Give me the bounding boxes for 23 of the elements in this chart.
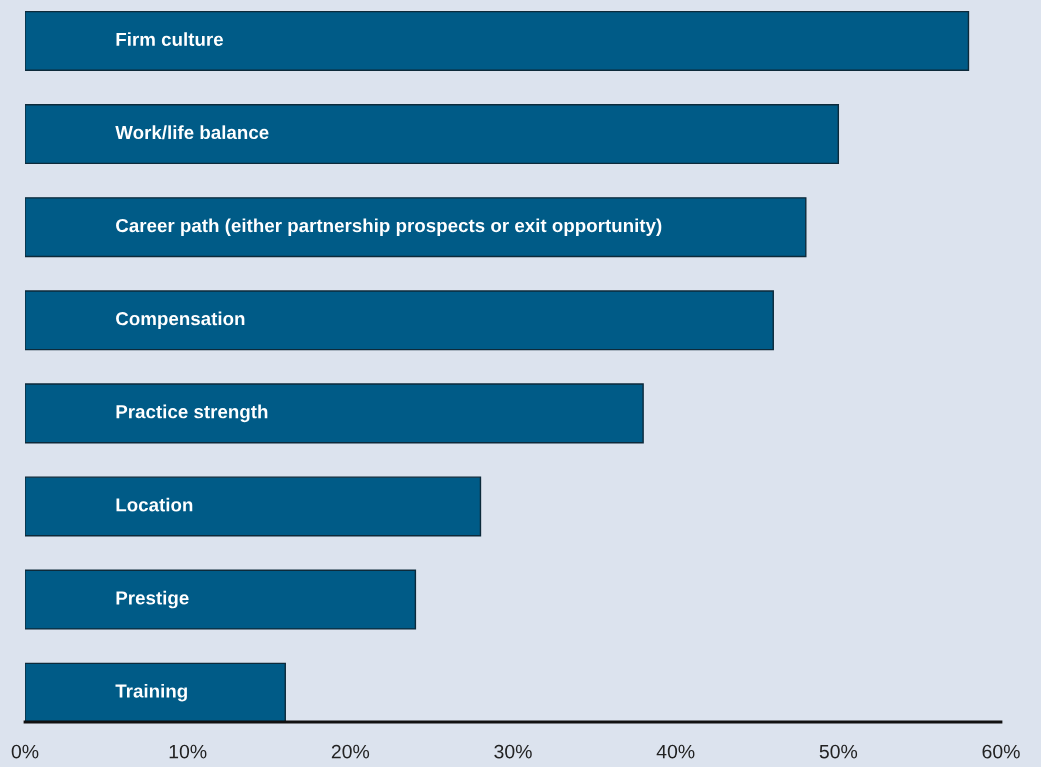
y-tick-label: Compensation xyxy=(116,311,245,330)
y-tick-label: Prestige xyxy=(116,590,189,609)
bar xyxy=(25,662,286,722)
y-tick-label: Firm culture xyxy=(116,32,223,46)
y-tick-label: Career path (either partnership prospects or exit opportunity) xyxy=(116,218,662,236)
x-tick-label: 40% xyxy=(656,744,695,759)
bar xyxy=(25,569,417,630)
bar xyxy=(25,476,482,537)
y-tick-label: Location xyxy=(116,497,193,512)
y-tick-label: Practice strength xyxy=(116,404,268,423)
x-tick-label: 50% xyxy=(819,744,858,759)
bar xyxy=(25,197,807,258)
x-tick-label: 0% xyxy=(11,744,39,759)
bar xyxy=(25,104,840,165)
x-tick-label: 20% xyxy=(331,744,370,759)
x-tick-label: 30% xyxy=(494,744,532,759)
x-tick-label: 60% xyxy=(982,744,1020,759)
y-tick-label: Work/life balance xyxy=(115,125,269,140)
y-tick-label: Training xyxy=(115,683,187,702)
x-tick-label: 10% xyxy=(169,744,207,759)
bar xyxy=(25,10,970,71)
bar xyxy=(25,290,774,351)
bar xyxy=(25,383,644,444)
